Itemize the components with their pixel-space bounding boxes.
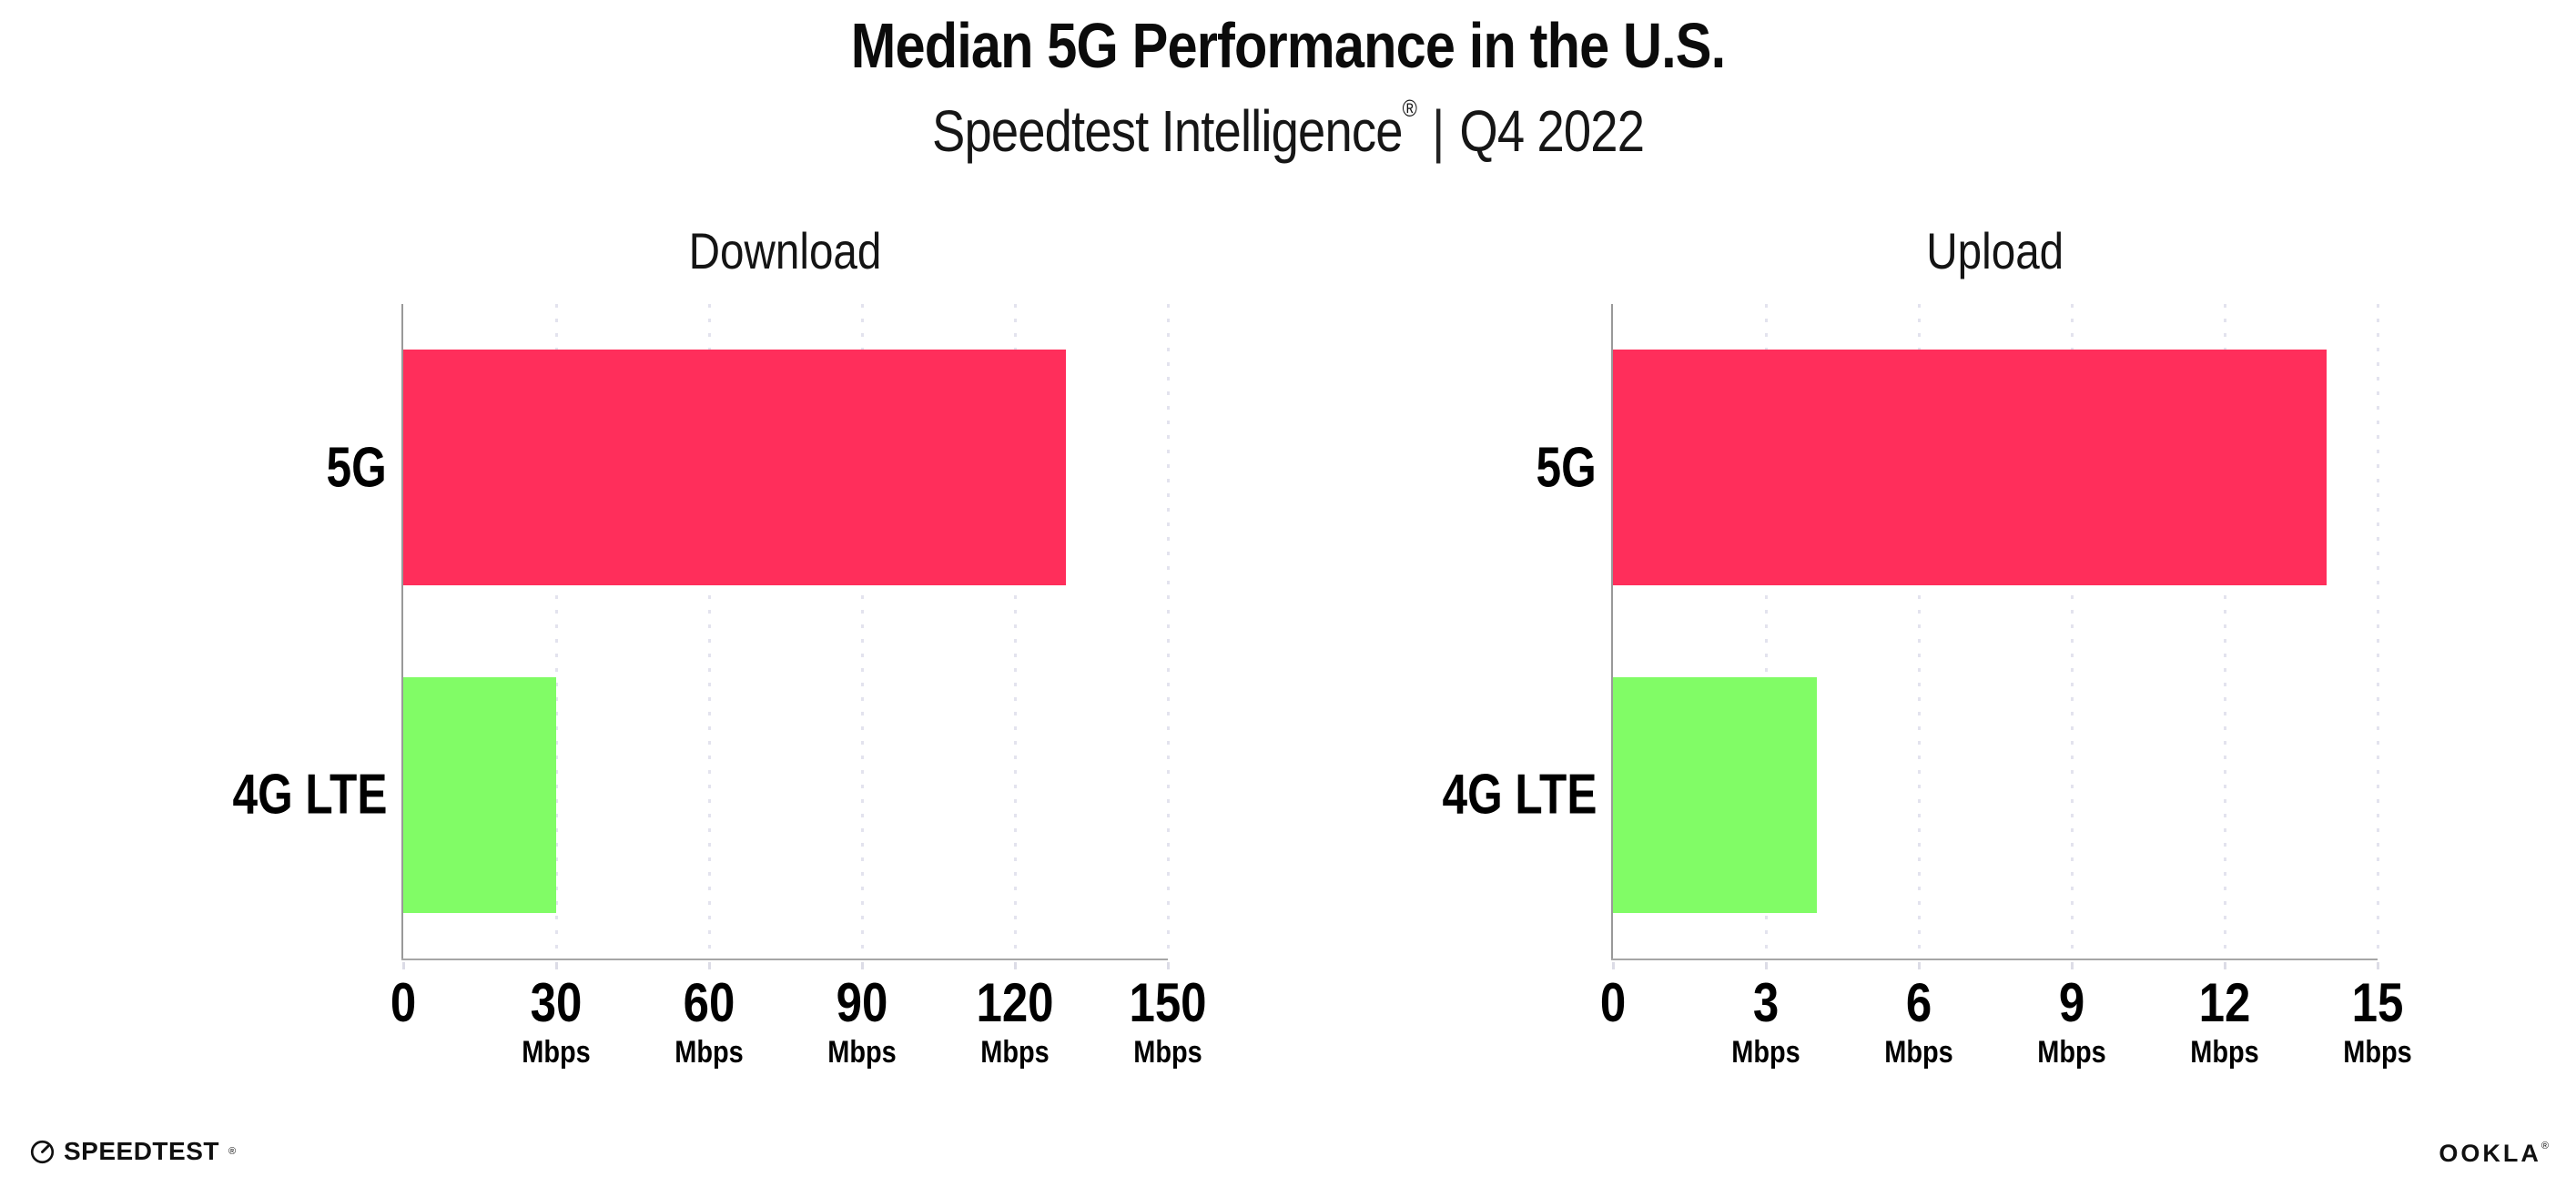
tick-unit: Mbps: [1731, 1035, 1800, 1070]
page-title: Median 5G Performance in the U.S.: [0, 9, 2576, 82]
x-tick-label-9: 9 Mbps: [2032, 975, 2113, 1070]
upload-y-axis: [1611, 304, 1613, 960]
x-tick-label-6: 6 Mbps: [1879, 975, 1960, 1070]
tick-unit: Mbps: [2343, 1035, 2412, 1070]
download-bars: [403, 304, 1168, 959]
tick-value: 6: [1905, 972, 1932, 1033]
x-tick-label-150: 150 Mbps: [1122, 975, 1213, 1070]
ookla-registered-mark: ®: [2541, 1141, 2549, 1151]
tick-unit: Mbps: [674, 1035, 744, 1070]
speedtest-logo: SPEEDTEST ®: [30, 1137, 236, 1166]
tick-mark-12: [2224, 962, 2226, 969]
download-chart-title: Download: [689, 222, 882, 279]
tick-mark-3: [1765, 962, 1768, 969]
subtitle-brand: Speedtest Intelligence: [931, 98, 1403, 164]
x-tick-label-0: 0: [388, 975, 418, 1031]
upload-plot-area: 5G 4G LTE: [1442, 304, 2379, 969]
page-title-text: Median 5G Performance in the U.S.: [850, 10, 1726, 81]
tick-value: 150: [1129, 972, 1207, 1033]
tick-mark-9: [2071, 962, 2074, 969]
tick-unit: Mbps: [1133, 1035, 1202, 1070]
page-subtitle: Speedtest Intelligence® | Q4 2022: [0, 95, 2576, 165]
gridline-120: [1014, 304, 1017, 959]
bar-row-4g-lte: [1613, 632, 2378, 959]
upload-x-axis: [1611, 959, 2378, 960]
tick-value: 120: [976, 972, 1054, 1033]
tick-value: 30: [530, 972, 583, 1033]
tick-value: 90: [836, 972, 888, 1033]
ookla-logo: OOKLA®: [2439, 1140, 2549, 1168]
upload-x-tick-labels: 0 3 Mbps 6 Mbps 9 Mbps 12 Mbps 15 Mbps: [1600, 975, 2412, 1111]
tick-mark-6: [1918, 962, 1921, 969]
tick-mark-0: [1612, 962, 1615, 969]
bar-row-4g-lte: [403, 632, 1168, 959]
download-x-axis: [401, 959, 1168, 960]
x-tick-label-0: 0: [1597, 975, 1628, 1031]
bar-row-5g: [403, 304, 1168, 632]
upload-bars: [1613, 304, 2378, 959]
tick-value: 3: [1752, 972, 1780, 1033]
download-plot-area: 5G 4G LTE: [232, 304, 1170, 969]
x-tick-label-60: 60 Mbps: [669, 975, 750, 1070]
x-tick-label-30: 30 Mbps: [516, 975, 597, 1070]
subtitle-period: Q4 2022: [1459, 98, 1645, 164]
registered-mark: ®: [1402, 95, 1417, 122]
tick-unit: Mbps: [2037, 1035, 2106, 1070]
tick-value: 12: [2198, 972, 2251, 1033]
tick-mark-150: [1167, 962, 1170, 969]
gridline-60: [708, 304, 711, 959]
bar-4g-lte: [1613, 676, 1817, 913]
bar-row-5g: [1613, 304, 2378, 632]
tick-unit: Mbps: [2190, 1035, 2259, 1070]
download-x-tick-labels: 0 30 Mbps 60 Mbps 90 Mbps 120 Mbps 150 Mbps: [390, 975, 1207, 1111]
download-chart: Download 5G 4G LTE 0 30 Mbps 60 Mbps 90 Mbps 120…: [232, 218, 1206, 1070]
x-tick-label-15: 15 Mbps: [2338, 975, 2419, 1070]
speedtest-wordmark: SPEEDTEST: [64, 1137, 219, 1165]
category-label-5g: 5G: [326, 436, 387, 500]
gridline-9: [2071, 304, 2074, 959]
bar-5g: [1613, 350, 2327, 586]
subtitle-separator: |: [1432, 98, 1445, 164]
gridline-6: [1918, 304, 1921, 959]
download-category-labels: 5G 4G LTE: [21, 304, 403, 959]
x-tick-label-120: 120 Mbps: [969, 975, 1060, 1070]
gridline-90: [861, 304, 864, 959]
speedtest-registered-mark: ®: [228, 1146, 237, 1157]
tick-value: 9: [2058, 972, 2085, 1033]
category-label-5g: 5G: [1536, 436, 1597, 500]
page-header: Median 5G Performance in the U.S. Speedt…: [0, 0, 2576, 165]
category-label-4g-lte: 4G LTE: [1442, 763, 1597, 827]
download-y-axis: [401, 304, 403, 960]
tick-value: 60: [683, 972, 735, 1033]
x-tick-label-3: 3 Mbps: [1726, 975, 1807, 1070]
gridline-12: [2224, 304, 2226, 959]
tick-value: 0: [390, 972, 417, 1033]
tick-mark-90: [861, 962, 864, 969]
tick-unit: Mbps: [522, 1035, 591, 1070]
gauge-icon: [30, 1140, 55, 1164]
gridline-3: [1765, 304, 1768, 959]
gridline-15: [2377, 304, 2379, 959]
tick-mark-120: [1014, 962, 1017, 969]
bar-5g: [403, 350, 1066, 586]
gridline-150: [1167, 304, 1170, 959]
ookla-wordmark: OOKLA: [2439, 1140, 2541, 1167]
gridline-30: [555, 304, 558, 959]
x-tick-label-90: 90 Mbps: [822, 975, 903, 1070]
tick-mark-0: [402, 962, 405, 969]
tick-unit: Mbps: [980, 1035, 1050, 1070]
category-label-4g-lte: 4G LTE: [232, 763, 387, 827]
tick-unit: Mbps: [827, 1035, 897, 1070]
tick-mark-15: [2377, 962, 2379, 969]
tick-value: 0: [1599, 972, 1627, 1033]
tick-mark-30: [555, 962, 558, 969]
x-tick-label-12: 12 Mbps: [2185, 975, 2266, 1070]
bar-4g-lte: [403, 676, 556, 913]
upload-chart: Upload 5G 4G LTE 0 3 Mbps 6 Mbps 9 Mbps 12 Mbps 15…: [1442, 218, 2412, 1070]
tick-value: 15: [2351, 972, 2404, 1033]
upload-category-labels: 5G 4G LTE: [1231, 304, 1613, 959]
tick-mark-60: [708, 962, 711, 969]
upload-chart-title: Upload: [1926, 222, 2064, 279]
tick-unit: Mbps: [1884, 1035, 1953, 1070]
